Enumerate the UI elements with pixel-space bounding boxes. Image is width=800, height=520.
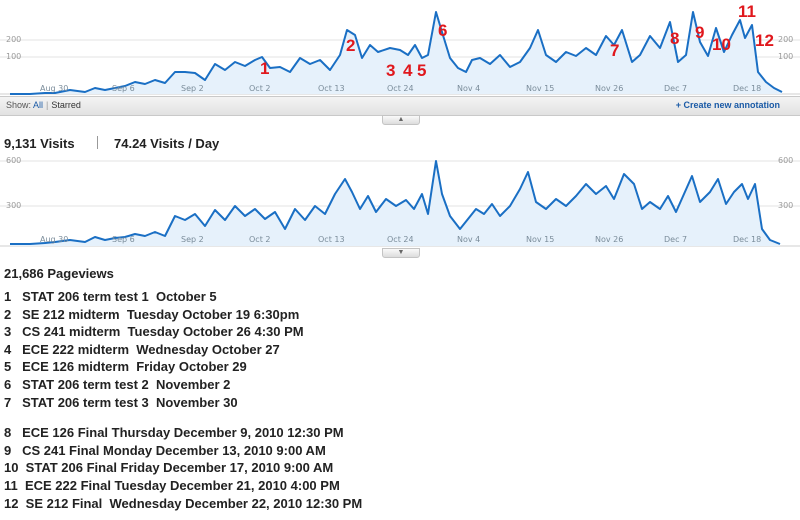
exam-item: 5 ECE 126 midterm Friday October 29	[4, 359, 247, 375]
divider	[97, 136, 98, 149]
exam-item: 11 ECE 222 Final Tuesday December 21, 20…	[4, 477, 340, 493]
show-starred-link[interactable]: Starred	[51, 100, 81, 110]
y-label-100: 100	[6, 52, 22, 61]
y-label-300: 300	[6, 201, 22, 210]
exam-item: 2 SE 212 midterm Tuesday October 19 6:30…	[4, 306, 300, 322]
annotation-marker-12[interactable]: 12	[755, 31, 774, 50]
exam-item: 12 SE 212 Final Wednesday December 22, 2…	[4, 495, 363, 511]
x-label: Dec 18	[733, 235, 762, 244]
y-label-200: 200	[6, 35, 22, 44]
x-label: Oct 24	[387, 235, 414, 244]
exam-item: 7 STAT 206 term test 3 November 30	[4, 394, 238, 410]
collapse-chevron-down-icon[interactable]: ▼	[382, 248, 420, 258]
annotation-marker-8[interactable]: 8	[670, 29, 680, 48]
y-label-300-right: 300	[778, 201, 794, 210]
annotation-marker-7[interactable]: 7	[610, 41, 620, 60]
exam-item: 3 CS 241 midterm Tuesday October 26 4:30…	[4, 324, 304, 340]
x-label: Oct 13	[318, 235, 345, 244]
x-label: Oct 24	[387, 84, 414, 93]
visits-per-day: 74.24 Visits / Day	[114, 136, 220, 151]
visits-total: 9,131 Visits	[4, 136, 75, 151]
x-label: Nov 26	[595, 84, 624, 93]
visits-chart-panel: 200 100 200 100 Aug 30 Sep 6 Sep 2 Oct 2…	[0, 0, 800, 96]
y-label-200-right: 200	[778, 35, 794, 44]
x-label: Aug 30	[40, 84, 69, 93]
visits-chart	[0, 11, 800, 95]
y-label-600-right: 600	[778, 156, 794, 165]
annotation-marker-1[interactable]: 1	[260, 59, 270, 78]
exam-item: 6 STAT 206 term test 2 November 2	[4, 376, 231, 392]
separator: |	[46, 100, 49, 110]
annotation-marker-4[interactable]: 4	[403, 61, 413, 80]
x-label: Oct 13	[318, 84, 345, 93]
annotation-bar: Show: All | Starred + Create new annotatio…	[0, 96, 800, 116]
x-label: Nov 15	[526, 235, 555, 244]
annotation-marker-9[interactable]: 9	[695, 23, 705, 42]
x-label: Dec 7	[664, 235, 688, 244]
x-label: Aug 30	[40, 235, 69, 244]
x-label: Sep 6	[112, 84, 135, 93]
pageviews-total: 21,686 Pageviews	[4, 266, 114, 281]
x-label: Oct 2	[249, 235, 271, 244]
x-label: Nov 4	[457, 235, 481, 244]
show-label: Show:	[6, 100, 32, 110]
exam-item: 10 STAT 206 Final Friday December 17, 20…	[4, 460, 334, 476]
x-label: Sep 2	[181, 84, 204, 93]
exam-legend: 1 STAT 206 term test 1 October 5 2 SE 21…	[4, 288, 362, 512]
annotation-marker-10[interactable]: 10	[712, 35, 731, 54]
show-all-link[interactable]: All	[33, 100, 44, 110]
pageviews-chart-panel: 600 300 600 300 Aug 30 Sep 6 Sep 2 Oct 2…	[0, 154, 800, 248]
annotation-marker-5[interactable]: 5	[417, 61, 427, 80]
x-label: Dec 18	[733, 84, 762, 93]
create-annotation-link[interactable]: + Create new annotation	[675, 100, 780, 110]
pageviews-chart	[0, 160, 800, 247]
exam-item: 9 CS 241 Final Monday December 13, 2010 …	[4, 442, 326, 458]
x-label: Nov 15	[526, 84, 555, 93]
y-label-100-right: 100	[778, 52, 794, 61]
x-label: Dec 7	[664, 84, 688, 93]
x-label: Oct 2	[249, 84, 271, 93]
annotation-marker-3[interactable]: 3	[386, 61, 396, 80]
x-label: Nov 26	[595, 235, 624, 244]
exam-item: 8 ECE 126 Final Thursday December 9, 201…	[4, 425, 344, 441]
x-label: Sep 2	[181, 235, 204, 244]
x-label: Nov 4	[457, 84, 481, 93]
collapse-chevron-up-icon[interactable]: ▲	[382, 115, 420, 125]
y-label-600: 600	[6, 156, 22, 165]
annotation-marker-6[interactable]: 6	[438, 21, 448, 40]
annotation-marker-2[interactable]: 2	[346, 36, 356, 55]
annotation-marker-11[interactable]: 11	[738, 2, 756, 21]
exam-item: 1 STAT 206 term test 1 October 5	[4, 289, 217, 304]
exam-item: 4 ECE 222 midterm Wednesday October 27	[4, 341, 280, 357]
x-label: Sep 6	[112, 235, 135, 244]
